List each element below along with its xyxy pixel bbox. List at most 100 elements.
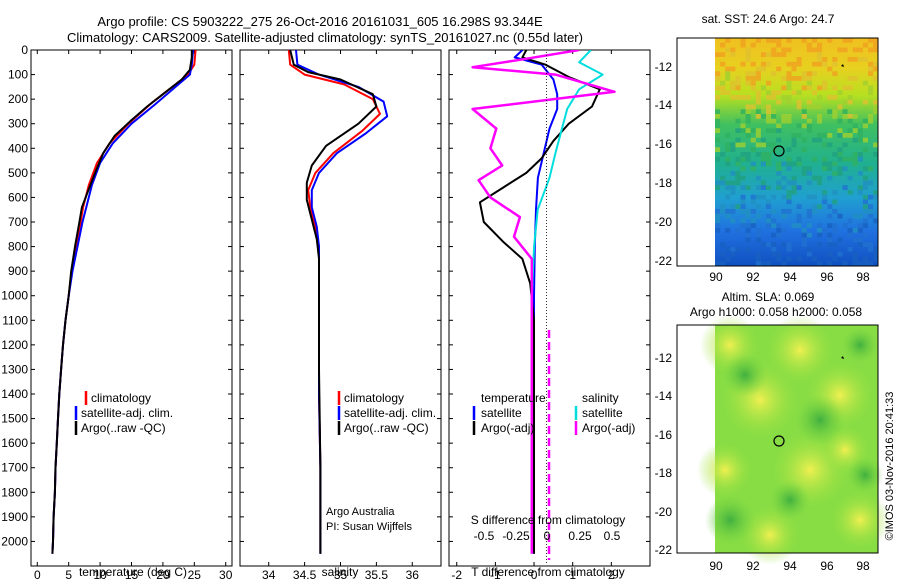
depth-tick-label: 1400 (1, 387, 28, 401)
sst-pixel (755, 232, 761, 238)
sst-pixel (832, 223, 838, 228)
lat-tick: -18 (655, 466, 673, 480)
sst-pixel (766, 61, 772, 67)
sst-pixel (776, 171, 782, 176)
sst-pixel (740, 209, 746, 214)
sst-pixel (857, 57, 863, 62)
sst-pixel (745, 213, 751, 219)
sst-pixel (822, 133, 828, 138)
sst-pixel (832, 95, 838, 100)
lat-tick: -16 (655, 428, 673, 442)
sst-pixel (750, 223, 756, 228)
sst-pixel (730, 204, 736, 209)
sst-pixel (873, 99, 879, 105)
sst-pixel (857, 242, 863, 247)
sst-pixel (720, 251, 726, 257)
lat-tick: -20 (655, 215, 673, 229)
sst-pixel (776, 256, 782, 262)
sst-pixel (842, 114, 848, 119)
argo-location-marker (773, 435, 785, 447)
x-tick-label: 2 (608, 568, 615, 580)
sst-pixel (755, 228, 761, 233)
temperature-lines (51, 50, 197, 554)
sst-pixel (811, 61, 817, 67)
sst-pixel (781, 242, 787, 247)
sst-pixel (837, 237, 843, 243)
depth-tick-label: 1200 (1, 338, 28, 352)
sst-pixel (740, 199, 746, 205)
sst-pixel (852, 261, 858, 266)
sla-high-anomaly (697, 442, 753, 498)
sst-pixel (766, 90, 772, 95)
sst-pixel (842, 85, 848, 91)
sst-pixel (735, 80, 741, 86)
sst-pixel (750, 218, 756, 224)
sst-pixel (760, 114, 766, 119)
sst-pixel (755, 256, 761, 262)
sst-pixel (730, 209, 736, 214)
sst-pixel (796, 256, 802, 262)
lat-tick: -22 (655, 543, 673, 557)
sst-pixel (852, 137, 858, 143)
lat-tick: -18 (655, 176, 673, 190)
sst-pixel (771, 247, 777, 252)
x-tick-label: -1 (490, 568, 501, 580)
sst-pixel (837, 47, 843, 53)
sst-pixel (801, 147, 807, 152)
sst-pixel (735, 228, 741, 233)
sst-pixel (771, 232, 777, 238)
sst-pixel (771, 118, 777, 124)
sst-pixel (760, 194, 766, 200)
sst-pixel (766, 128, 772, 133)
sst-pixel (847, 114, 853, 119)
sst-pixel (827, 237, 833, 243)
sst-pixel (766, 95, 772, 100)
sst-pixel (811, 90, 817, 95)
sst-pixel (750, 209, 756, 214)
sst-pixel (725, 180, 731, 186)
sst-pixel (837, 156, 843, 162)
sst-pixel (745, 185, 751, 190)
sst-pixel (847, 128, 853, 133)
sst-pixel (715, 128, 721, 133)
temperature-legend: climatology satellite-adj. clim. Argo(..… (74, 391, 173, 435)
sst-pixel (837, 171, 843, 176)
sst-pixel (781, 175, 787, 181)
sst-pixel (750, 128, 756, 133)
sst-pixel (811, 209, 817, 214)
sst-pixel (806, 71, 812, 76)
sst-pixel (862, 180, 868, 186)
sst-pixel (862, 256, 868, 262)
sst-pixel (806, 80, 812, 86)
sst-pixel (745, 237, 751, 243)
sst-pixel (796, 185, 802, 190)
sst-pixel (806, 123, 812, 129)
sst-pixel (806, 171, 812, 176)
sst-pixel (827, 213, 833, 219)
sst-pixel (771, 128, 777, 133)
sst-pixel (755, 71, 761, 76)
s-difference-ticks: -0.5 -0.25 0 0.25 0.5 (474, 529, 621, 543)
sst-pixel (750, 104, 756, 110)
sst-pixel (791, 190, 797, 195)
sst-pixel (720, 61, 726, 67)
x-tick-label: 25 (188, 568, 202, 580)
sst-pixel (862, 199, 868, 205)
sst-pixel (766, 52, 772, 57)
sst-pixel (766, 161, 772, 167)
sst-pixel (817, 242, 823, 247)
sst-pixel (837, 147, 843, 152)
sst-pixel (720, 42, 726, 48)
sst-pixel (857, 223, 863, 228)
sst-pixel (725, 47, 731, 53)
sst-pixel (868, 90, 874, 95)
sst-pixel (817, 204, 823, 209)
sst-pixel (776, 180, 782, 186)
sst-pixel (842, 47, 848, 53)
sst-pixel (755, 109, 761, 114)
sst-pixel (862, 204, 868, 209)
sst-pixel (827, 109, 833, 114)
sst-pixel (796, 76, 802, 81)
sst-pixel (862, 194, 868, 200)
sst-pixel (842, 38, 848, 43)
